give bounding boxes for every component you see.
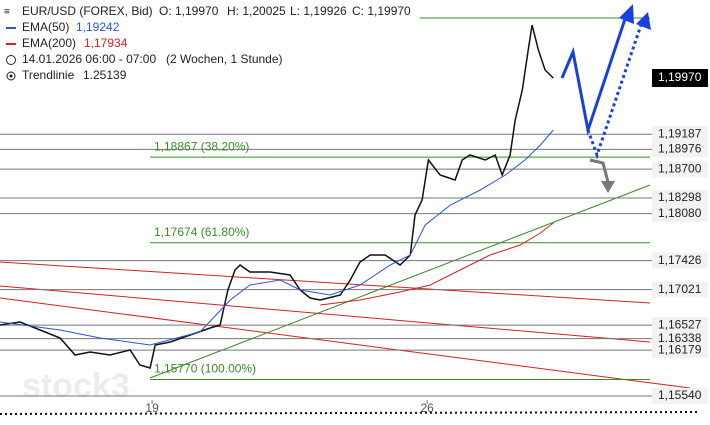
series-line <box>0 24 554 369</box>
period-span: (2 Wochen, 1 Stunde) <box>166 52 283 66</box>
arrow-head <box>636 12 651 30</box>
price-label-bg <box>652 281 708 298</box>
y-tick-label: 1,17426 <box>658 253 702 267</box>
forecast-arrow <box>560 15 628 136</box>
price-label-bg <box>652 126 708 143</box>
y-tick-label: 1,15540 <box>658 388 702 402</box>
fib-label: 1,18867 (38.20%) <box>154 139 249 153</box>
dotted-line <box>0 411 701 415</box>
price-label-bg <box>652 317 708 334</box>
icon: ≡ <box>4 7 10 18</box>
target-icon <box>9 74 13 78</box>
x-tick-label: 26 <box>420 401 434 415</box>
levels: 1,18867 (38.20%) 1,17674 (61.80%) 1,15770 … <box>0 133 708 397</box>
y-tick-label: 1,18700 <box>658 161 702 175</box>
forecast-arrow <box>586 21 644 160</box>
series-line <box>0 129 554 346</box>
target-icon <box>6 71 16 81</box>
x-tick-label: 19 <box>145 401 159 415</box>
legend-value: 1,19242 <box>76 20 120 34</box>
period-date: 14.01.2026 06:00 - 07:00 <box>22 52 156 66</box>
legend-label: EMA(50) <box>22 20 69 34</box>
legend-title: EUR/USD (FOREX, Bid) <box>22 4 153 18</box>
legend-value: 1,17934 <box>84 36 128 50</box>
forecast <box>560 4 651 193</box>
trend-line <box>0 285 651 343</box>
trendline-value: 1.25139 <box>83 68 127 82</box>
ohlc: O: 1,19970 <box>159 4 219 18</box>
y-tick-label: 1,18976 <box>658 142 702 156</box>
ohlc: H: 1,20025 <box>227 4 286 18</box>
plot <box>0 24 554 369</box>
y-tick-label: 1,19187 <box>658 126 702 140</box>
current-price-bg <box>652 69 708 88</box>
price-label-bg <box>652 190 708 207</box>
ohlc: C: 1,19970 <box>352 4 411 18</box>
price-label-bg <box>652 205 708 222</box>
arrow-head <box>601 181 615 193</box>
legend: ≡ EUR/USD (FOREX, Bid) O: 1,19970 H: 1,2… <box>0 0 420 86</box>
fib-label: 1,17674 (61.80%) <box>154 225 249 239</box>
price-label-bg <box>652 252 708 269</box>
price-axis: 1,19187 1,18976 1,18700 1,18298 1,18080 1,174… <box>145 69 708 415</box>
clock-icon <box>6 55 16 65</box>
ohlc: L: 1,19926 <box>290 4 347 18</box>
legend-bg <box>0 0 420 86</box>
series-line <box>320 222 554 306</box>
y-tick-label: 1,16527 <box>658 317 702 331</box>
y-tick-label: 1,18080 <box>658 206 702 220</box>
y-tick-label: 1,16179 <box>658 342 702 356</box>
legend-label: EMA(200) <box>22 36 76 50</box>
price-label-bg <box>652 342 708 359</box>
forecast-arrow <box>589 158 610 183</box>
price-label-bg <box>652 387 708 404</box>
fib-label: 1,15770 (100.00%) <box>154 362 256 376</box>
trend-line <box>0 297 691 389</box>
current-price-label: 1,19970 <box>658 70 702 84</box>
y-tick-label: 1,16338 <box>658 331 702 345</box>
trend-line <box>149 184 651 379</box>
arrow-head <box>619 4 634 24</box>
drawings <box>0 17 701 415</box>
trendline-name: Trendlinie <box>22 68 75 82</box>
y-tick-label: 1,18298 <box>658 190 702 204</box>
trend-line <box>0 261 651 304</box>
price-label-bg <box>652 141 708 158</box>
y-tick-label: 1,17021 <box>658 282 702 296</box>
watermark: stock3 <box>22 367 130 405</box>
price-label-bg <box>652 161 708 178</box>
